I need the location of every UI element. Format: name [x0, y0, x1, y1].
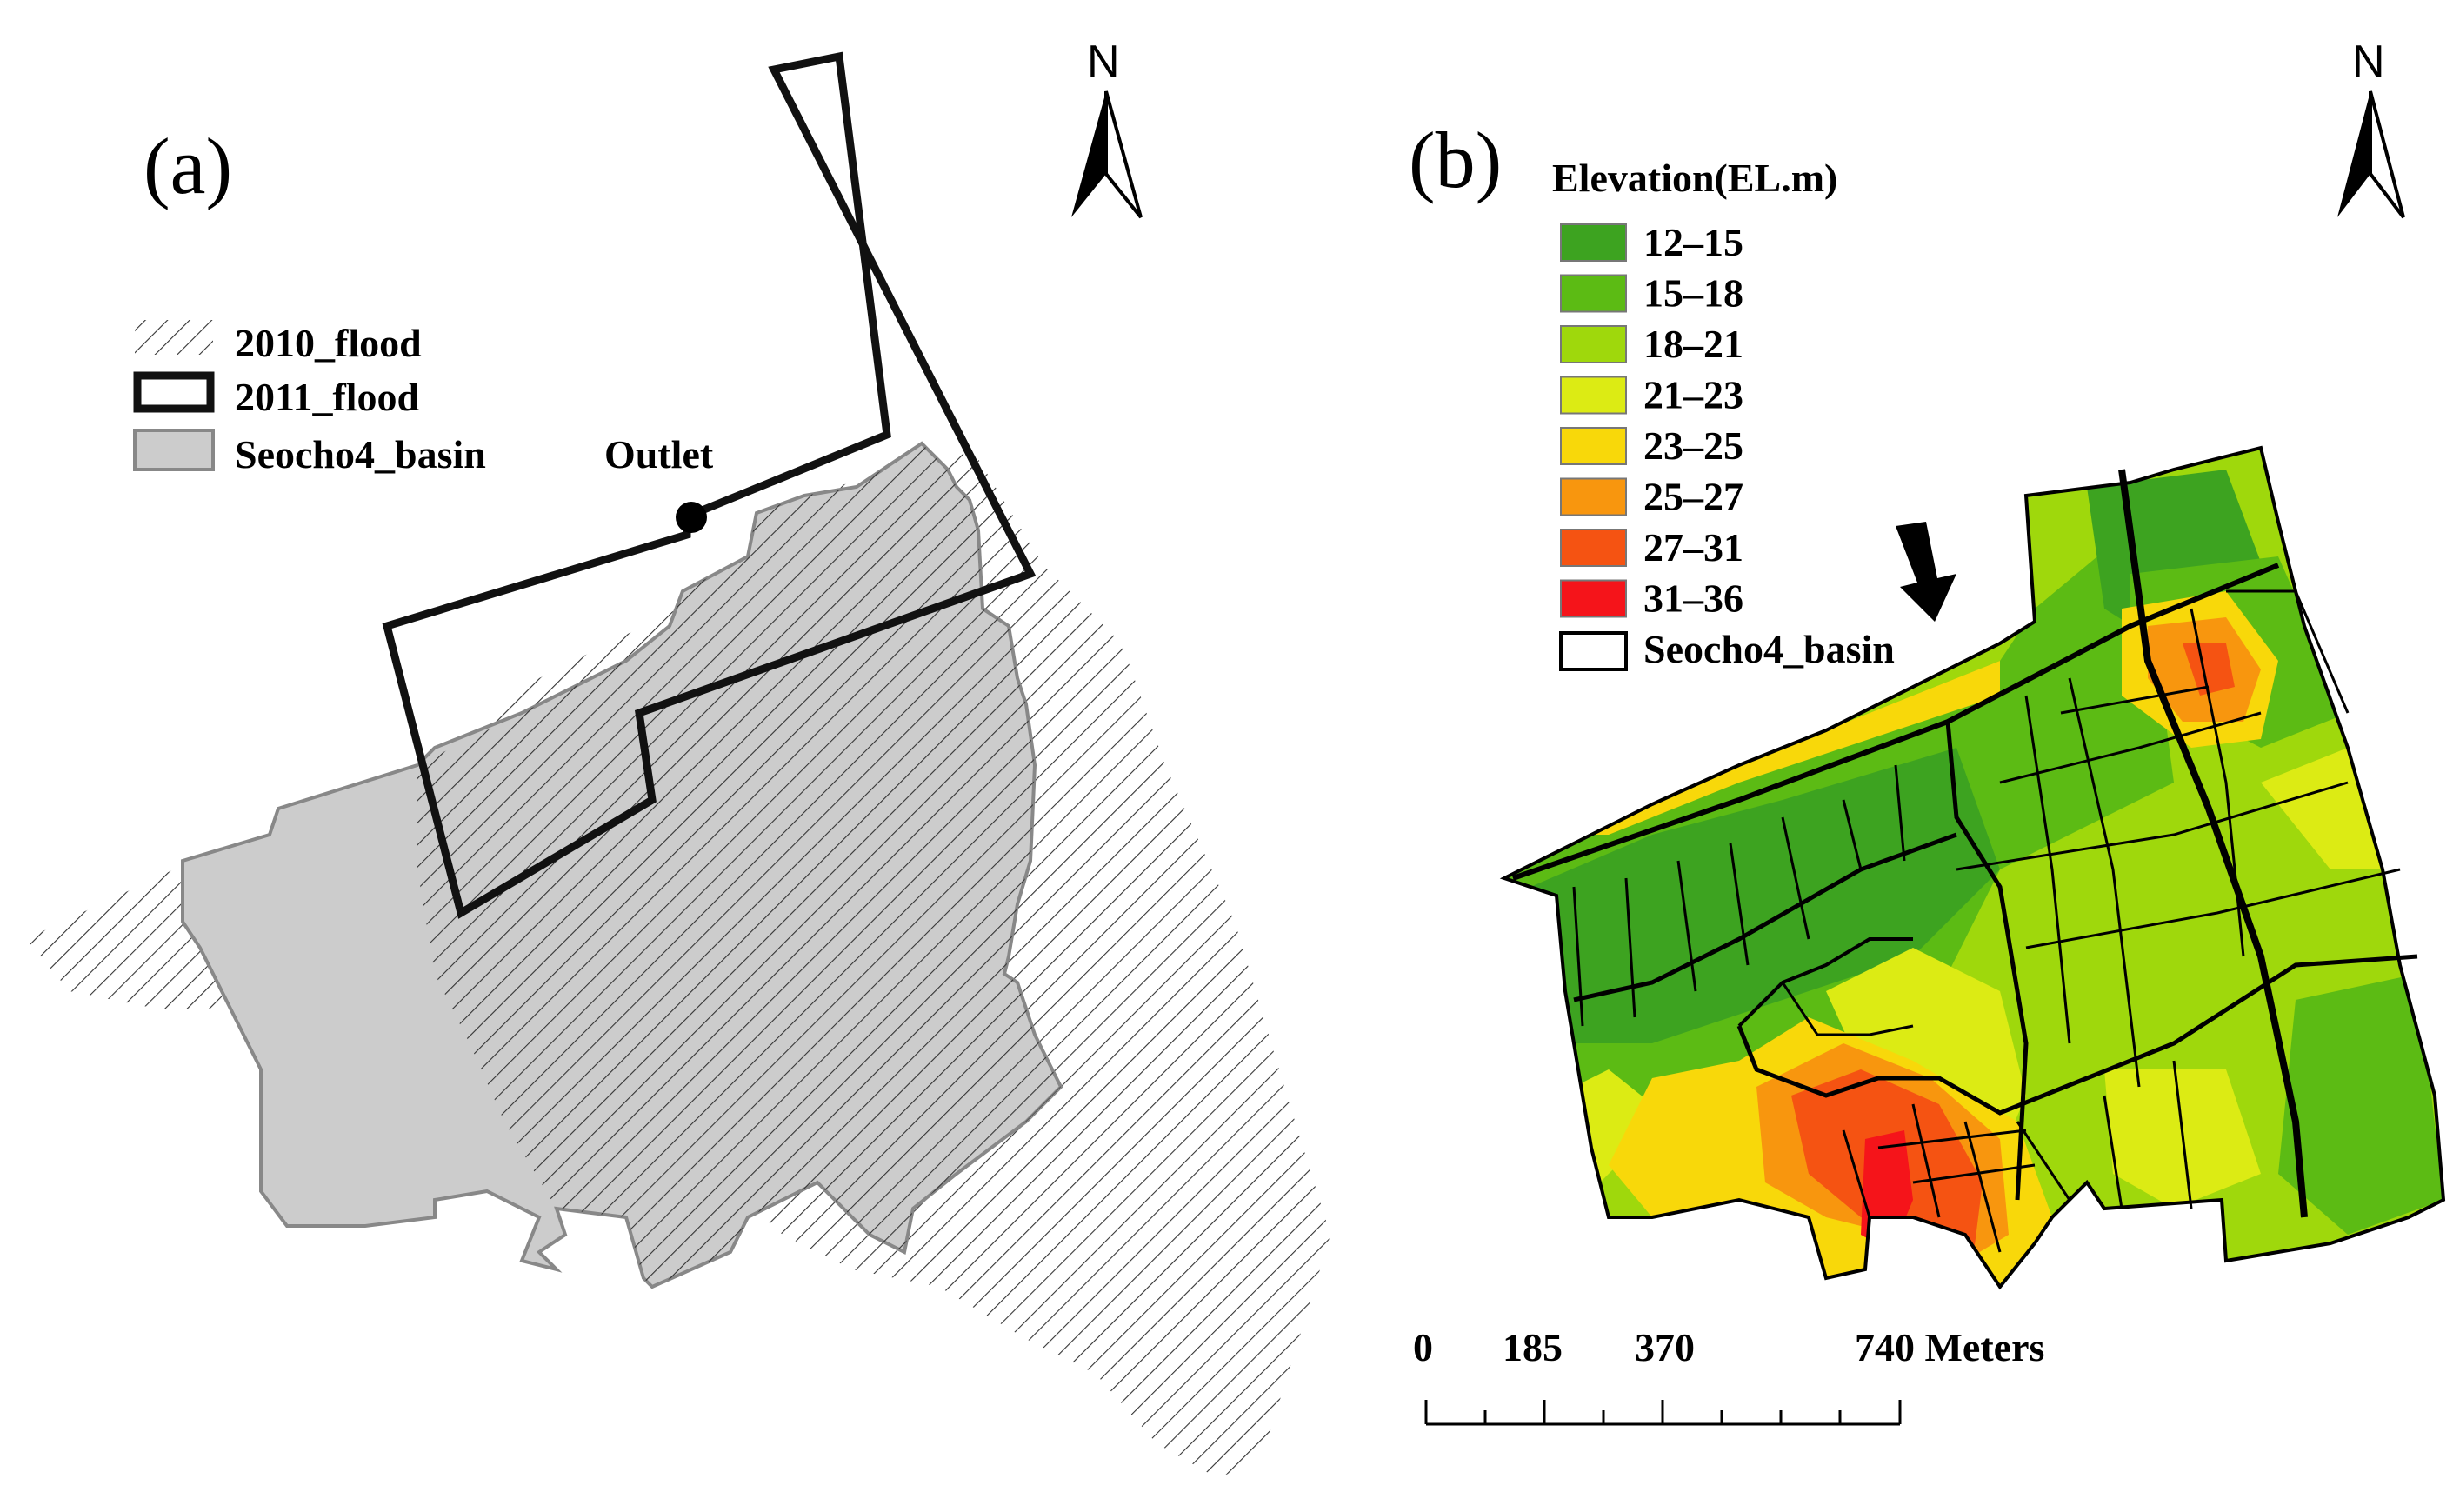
flood-2010-overlap: [417, 443, 1061, 1287]
legend-swatch-basin: [133, 429, 215, 471]
north-label: N: [2352, 37, 2385, 87]
legend-swatch-15–18: [1560, 274, 1627, 313]
scale-bar: 0 185 370 740 Meters: [1413, 1325, 2044, 1426]
road-network: [1512, 469, 2418, 1253]
flow-arrow-icon: [1896, 522, 1956, 622]
legend-swatch-31–36: [1560, 579, 1627, 618]
legend-label-2011: 2011_flood: [235, 375, 420, 419]
scale-tick-740: 740 Meters: [1855, 1325, 2044, 1369]
legend-label-18–21: 18–21: [1643, 322, 1743, 366]
legend-label-basin: Seocho4_basin: [1643, 627, 1895, 671]
scale-tick-0: 0: [1413, 1325, 1433, 1369]
north-label: N: [1087, 37, 1120, 87]
legend-title: Elevation(EL.m): [1552, 156, 1837, 200]
legend-label-27–31: 27–31: [1643, 525, 1743, 569]
scale-tick-185: 185: [1503, 1325, 1563, 1369]
panel-b: (b) N Elevation(EL.m) 12–15 15–18 18–21 21–…: [1409, 37, 2446, 1426]
legend-swatch-23–25: [1560, 427, 1627, 465]
elevation-raster: [1504, 448, 2443, 1287]
legend-label-23–25: 23–25: [1643, 423, 1743, 468]
legend-label-25–27: 25–27: [1643, 475, 1743, 519]
seocho4-basin-outline: [1499, 445, 2446, 1290]
legend-label-12–15: 12–15: [1643, 220, 1743, 264]
flood-2011-outline: [382, 51, 1037, 919]
outlet-label: Outlet: [604, 432, 714, 476]
legend-swatch-2010: [135, 320, 213, 355]
panel-a-label: (a): [143, 122, 232, 210]
legend-swatch-18–21: [1560, 325, 1627, 363]
legend-swatch-21–23: [1560, 376, 1627, 415]
legend-label-basin: Seocho4_basin: [235, 432, 486, 476]
legend-label-15–18: 15–18: [1643, 271, 1743, 316]
legend-swatch-2011: [133, 371, 215, 413]
legend-swatch-25–27: [1560, 477, 1627, 516]
legend-b: Elevation(EL.m) 12–15 15–18 18–21 21–23 23–2…: [1552, 156, 1895, 671]
panel-a: Outlet (a) N 2010_flood 2011_flood Seoch…: [26, 37, 1330, 1478]
panel-b-label: (b): [1409, 116, 1502, 204]
legend-swatch-basin: [1559, 631, 1628, 671]
north-arrow-icon: N: [2337, 37, 2405, 219]
north-arrow-icon: N: [1071, 37, 1143, 219]
legend-label-31–36: 31–36: [1643, 576, 1743, 621]
legend-swatch-12–15: [1560, 223, 1627, 262]
legend-swatch-27–31: [1560, 529, 1627, 567]
legend-a: 2010_flood 2011_flood Seocho4_basin: [133, 320, 486, 476]
outlet-point: [676, 502, 707, 533]
scale-tick-370: 370: [1635, 1325, 1695, 1369]
legend-label-21–23: 21–23: [1643, 373, 1743, 417]
legend-label-2010: 2010_flood: [235, 321, 422, 365]
